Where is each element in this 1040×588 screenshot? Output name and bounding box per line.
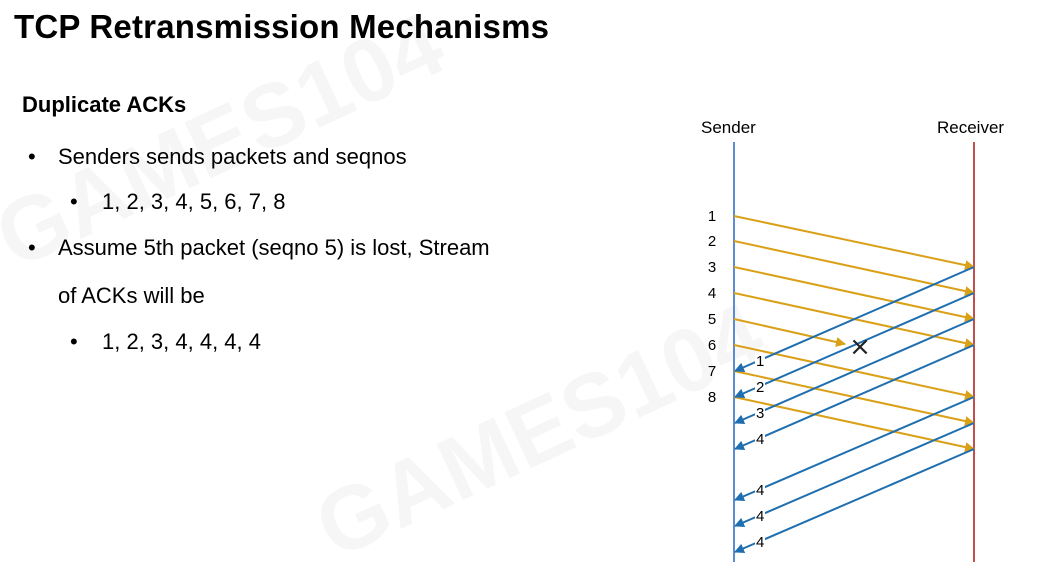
packet-arrow-5: [733, 318, 846, 347]
seqno-label: 2: [707, 233, 717, 250]
seqno-label: 5: [707, 311, 717, 328]
bullet-marker: •: [70, 189, 78, 214]
bullet-text: 1, 2, 3, 4, 5, 6, 7, 8: [102, 189, 286, 214]
ack-arrow-2: [734, 292, 975, 398]
ack-label: 4: [755, 431, 766, 448]
ack-arrow-5: [734, 396, 975, 502]
seqno-label: 4: [707, 285, 717, 302]
lost-packet-marker: ×: [849, 332, 871, 362]
packet-arrow-3: [733, 266, 975, 322]
sender-label: Sender: [701, 118, 756, 137]
seqno-label: 3: [707, 259, 717, 276]
bullet-text: Senders sends packets and seqnos: [58, 144, 407, 169]
seqno-label: 7: [707, 363, 717, 380]
section-heading: Duplicate ACKs: [22, 92, 187, 117]
ack-arrow-1: [734, 266, 975, 372]
ack-arrow-4: [734, 344, 975, 450]
ack-arrow-6: [734, 422, 975, 528]
packet-arrow-8: [733, 396, 975, 452]
seqno-label: 1: [707, 208, 717, 225]
ack-label: 4: [755, 534, 766, 551]
page-title: TCP Retransmission Mechanisms: [14, 8, 550, 45]
retransmission-diagram: × Sender Receiver 1 2 3 4 5 6 7 8 1 2 3 4 4 4 4: [680, 110, 1040, 580]
packet-arrow-1: [733, 215, 975, 271]
bullet-text: 1, 2, 3, 4, 4, 4, 4: [102, 329, 261, 354]
bullet-marker: •: [28, 144, 36, 169]
ack-label: 3: [755, 405, 766, 422]
bullet-marker: •: [28, 235, 36, 260]
seqno-label: 8: [707, 389, 717, 406]
sequence-diagram-svg: ×: [733, 142, 975, 562]
ack-label: 1: [755, 353, 766, 370]
ack-label: 2: [755, 379, 766, 396]
seqno-label: 6: [707, 337, 717, 354]
ack-label: 4: [755, 508, 766, 525]
ack-label: 4: [755, 482, 766, 499]
ack-arrow-3: [734, 318, 975, 424]
packet-arrow-2: [733, 240, 975, 296]
bullet-marker: •: [70, 329, 78, 354]
ack-arrow-7: [734, 448, 975, 554]
bullet-continuation: of ACKs will be: [58, 283, 205, 308]
receiver-label: Receiver: [937, 118, 1005, 137]
bullet-text: Assume 5th packet (seqno 5) is lost, Str…: [58, 235, 490, 260]
